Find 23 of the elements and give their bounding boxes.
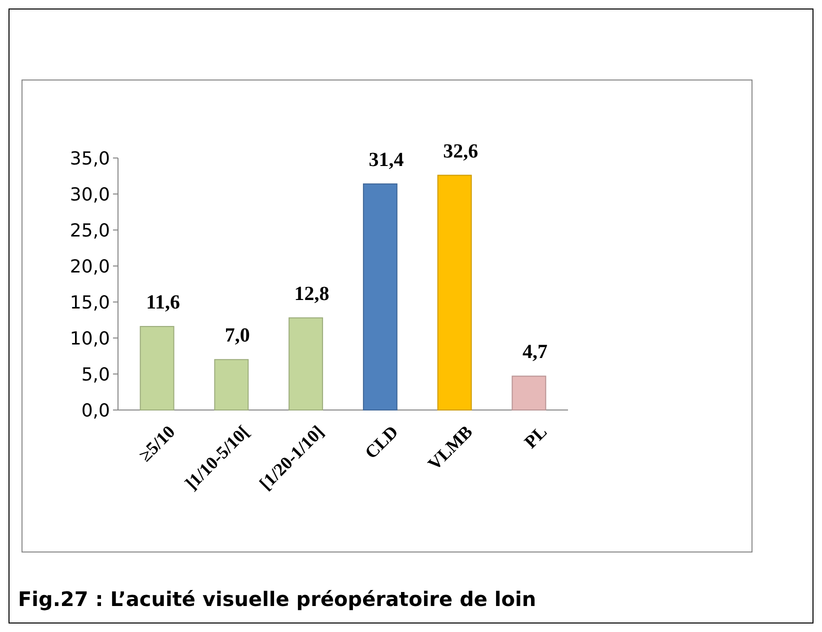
- y-tick-label: 25,0: [70, 220, 110, 242]
- data-label: 7,0: [224, 324, 250, 347]
- data-label: 31,4: [368, 148, 404, 171]
- bar: [362, 183, 398, 410]
- bar: [512, 376, 546, 410]
- y-tick-label: 10,0: [70, 328, 110, 350]
- data-label: 4,7: [522, 341, 548, 364]
- y-tick-label: 35,0: [70, 148, 110, 170]
- bar: [437, 174, 472, 410]
- y-tick-label: 20,0: [70, 256, 110, 278]
- y-tick-label: 30,0: [70, 184, 110, 206]
- y-tick-label: 15,0: [70, 292, 110, 314]
- bar: [214, 359, 249, 410]
- bar: [288, 317, 324, 410]
- y-tick-label: 5,0: [81, 364, 110, 386]
- data-label: 11,6: [146, 291, 180, 314]
- y-tick-label: 0,0: [81, 400, 110, 422]
- data-label: 32,6: [443, 140, 478, 162]
- data-label: 12,8: [294, 282, 330, 305]
- bar: [140, 326, 174, 410]
- caption: Fig.27 : L’acuité visuelle préopératoire de loin: [18, 587, 536, 611]
- x-tick-label: CLD: [360, 422, 402, 463]
- x-tick-label: PL: [520, 422, 551, 452]
